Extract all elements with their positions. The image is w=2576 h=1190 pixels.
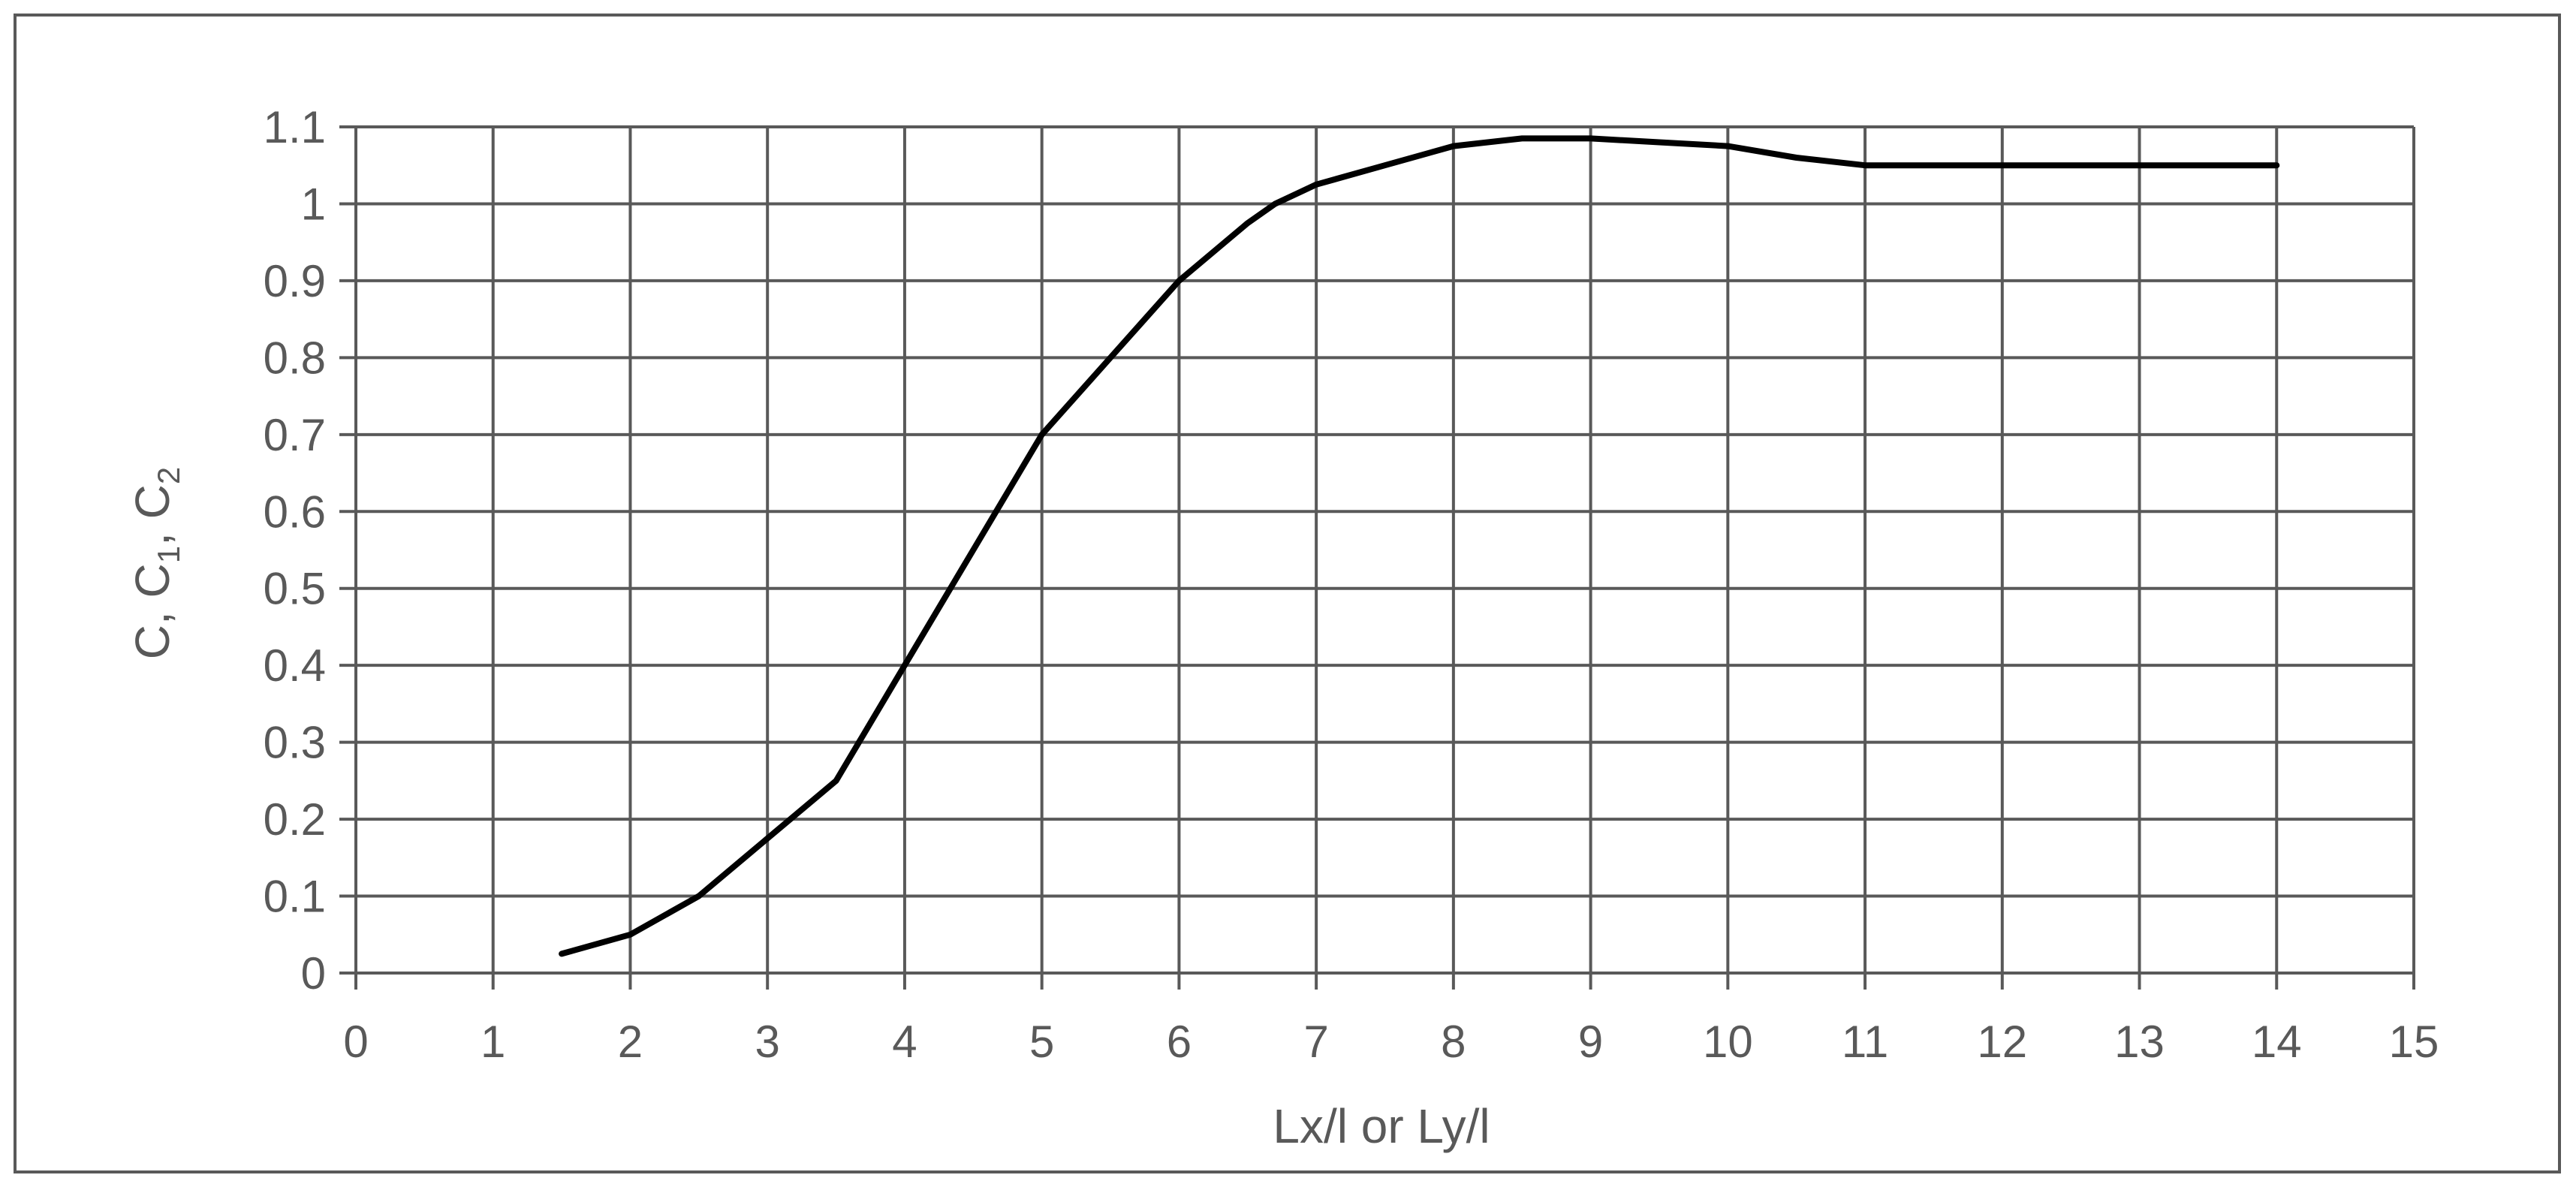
series-layer — [559, 135, 2280, 957]
series-line — [559, 135, 2280, 957]
data-point — [1274, 203, 1276, 204]
y-axis-ticks: 0 0.1 0.2 0.3 0.4 0.5 0.6 0.7 0.8 0.9 1 1.1 — [264, 102, 326, 999]
data-point — [1178, 280, 1180, 282]
x-tick-label: 7 — [1303, 1017, 1328, 1067]
x-tick-label: 13 — [2114, 1017, 2165, 1067]
x-tick-label: 6 — [1167, 1017, 1192, 1067]
chart-frame — [14, 14, 2561, 1173]
data-point — [1384, 164, 1385, 166]
x-tick-label: 1 — [481, 1017, 505, 1067]
y-axis-title: C, C1, C2 — [125, 467, 186, 660]
x-tick-label: 10 — [1703, 1017, 1753, 1067]
data-point — [904, 664, 905, 666]
y-axis-title-part: C, C — [125, 563, 179, 659]
y-tick-label: 0.5 — [264, 564, 326, 614]
x-tick-label: 4 — [892, 1017, 917, 1067]
data-point — [1247, 222, 1249, 224]
grid-lines — [339, 125, 2415, 990]
x-tick-label: 14 — [2252, 1017, 2302, 1067]
data-point — [629, 934, 631, 935]
data-point — [2207, 164, 2209, 166]
x-tick-label: 9 — [1578, 1017, 1603, 1067]
y-tick-label: 0.2 — [264, 794, 326, 845]
data-point — [2276, 164, 2277, 166]
y-tick-label: 0 — [301, 948, 326, 999]
x-tick-label: 5 — [1029, 1017, 1054, 1067]
y-tick-label: 0.1 — [264, 872, 326, 922]
x-tick-label: 2 — [618, 1017, 643, 1067]
y-tick-label: 0.3 — [264, 718, 326, 768]
y-tick-label: 0.7 — [264, 410, 326, 460]
x-axis-ticks: 0 1 2 3 4 5 6 7 8 9 10 11 12 13 14 15 — [343, 1017, 2439, 1067]
y-tick-label: 1.1 — [264, 102, 326, 152]
data-point — [1933, 164, 1934, 166]
x-tick-label: 8 — [1441, 1017, 1466, 1067]
y-axis-title-subscript: 2 — [151, 467, 186, 484]
data-point — [1110, 357, 1111, 358]
y-tick-label: 0.8 — [264, 333, 326, 383]
data-point — [1041, 434, 1043, 435]
y-tick-label: 0.9 — [264, 256, 326, 306]
data-point — [2139, 164, 2141, 166]
x-tick-label: 15 — [2389, 1017, 2439, 1067]
data-point — [1796, 157, 1797, 158]
x-tick-label: 3 — [755, 1017, 780, 1067]
x-tick-label: 11 — [1842, 1017, 1888, 1067]
y-axis-title-part: , C — [125, 484, 179, 546]
data-point — [1521, 137, 1523, 139]
y-tick-label: 0.4 — [264, 640, 326, 691]
x-axis-title: Lx/l or Ly/l — [1273, 1099, 1490, 1153]
y-tick-label: 0.6 — [264, 487, 326, 537]
x-tick-label: 12 — [1977, 1017, 2027, 1067]
data-point — [1590, 137, 1592, 139]
data-point — [1864, 164, 1866, 166]
data-point — [1315, 184, 1317, 185]
y-axis-title-subscript: 1 — [151, 546, 186, 563]
data-point — [767, 838, 768, 839]
y-tick-label: 1 — [301, 179, 326, 229]
x-tick-label: 0 — [343, 1017, 368, 1067]
